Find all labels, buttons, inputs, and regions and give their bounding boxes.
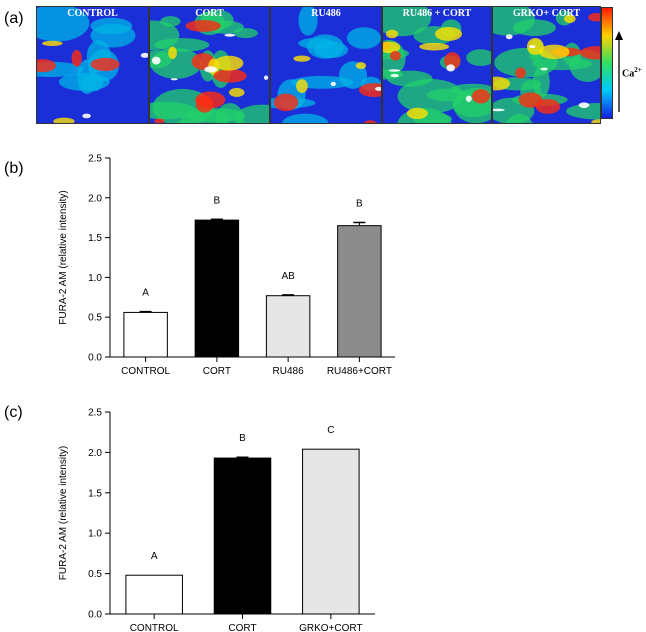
y-tick-label: 1.0	[88, 273, 102, 284]
arrow-up-icon	[615, 31, 623, 112]
x-tick-label: RU486	[273, 366, 305, 376]
y-tick-label: 2.0	[88, 193, 102, 204]
bar	[123, 311, 168, 358]
panel-label-b: (b)	[4, 160, 24, 177]
y-tick-label: 0.5	[88, 313, 102, 324]
y-tick-label: 1.0	[88, 529, 102, 540]
y-tick-label: 0.5	[88, 569, 102, 580]
calcium-label: Ca2+	[622, 66, 642, 80]
bar	[213, 457, 272, 615]
y-tick-label: 2.5	[88, 408, 102, 419]
y-tick-label: 2.0	[88, 448, 102, 459]
x-tick-label: CONTROL	[130, 623, 179, 632]
x-tick-label: CORT	[228, 623, 256, 632]
panel-label-c: (c)	[4, 404, 23, 421]
significance-letter: B	[356, 198, 363, 209]
x-tick-label: CORT	[203, 366, 231, 376]
image-tile-label: RU486	[311, 8, 341, 19]
image-tile-ru486-cort: RU486 + CORT	[382, 6, 492, 124]
y-tick-label: 0.0	[88, 353, 102, 364]
y-axis-label: FURA-2 AM (relative intensity)	[58, 446, 69, 580]
x-tick-label: CONTROL	[121, 366, 170, 376]
y-tick-label: 0.0	[88, 610, 102, 621]
significance-letter: B	[214, 195, 221, 206]
bar	[265, 295, 311, 358]
x-tick-label: GRKO+CORT	[299, 623, 362, 632]
image-tile-label: CONTROL	[67, 8, 118, 19]
calcium-image-strip: CONTROL CORT RU486 RU486 + CORT GRKO+ CO…	[36, 6, 610, 124]
image-tile-label: RU486 + CORT	[402, 8, 472, 19]
y-axis-label: FURA-2 AM (relative intensity)	[58, 190, 69, 324]
y-tick-label: 1.5	[88, 233, 102, 244]
x-tick-label: RU486+CORT	[327, 366, 392, 376]
calcium-colorbar	[601, 7, 613, 119]
image-tile-ru486: RU486	[270, 6, 382, 124]
image-tile-cort: CORT	[149, 6, 270, 124]
bar	[302, 448, 360, 615]
bar	[194, 219, 240, 358]
y-tick-label: 2.5	[88, 154, 102, 165]
significance-letter: A	[142, 288, 149, 299]
bar-chart-c: FURA-2 AM (relative intensity) 0.0 0.5 1.0…	[58, 408, 375, 632]
significance-letter: AB	[281, 271, 295, 282]
significance-letter: A	[151, 551, 158, 562]
bar	[125, 574, 183, 615]
bar-chart-b: FURA-2 AM (relative intensity) 0.0 0.5 1.0…	[58, 154, 395, 376]
image-tile-control: CONTROL	[36, 6, 149, 124]
panel-label-a: (a)	[4, 10, 24, 27]
significance-letter: C	[327, 425, 334, 436]
significance-letter: B	[239, 433, 246, 444]
image-tile-label: GRKO+ CORT	[512, 8, 581, 19]
y-tick-label: 1.5	[88, 488, 102, 499]
image-tile-grko-cort: GRKO+ CORT	[492, 6, 601, 124]
bar	[337, 225, 382, 358]
image-tile-label: CORT	[195, 8, 224, 19]
